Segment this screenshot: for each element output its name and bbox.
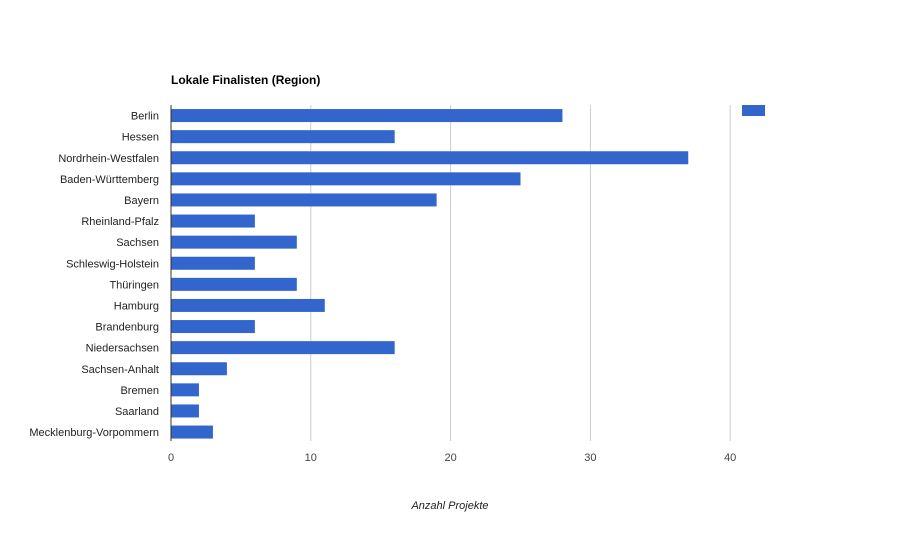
chart-title: Lokale Finalisten (Region) [171,73,320,87]
bar[interactable] [171,277,297,291]
category-label: Saarland [115,406,159,418]
x-tick-label: 20 [444,452,456,464]
category-label: Thüringen [109,279,159,291]
category-label: Rheinland-Pfalz [81,216,159,228]
bar[interactable] [171,298,325,312]
bar[interactable] [171,109,563,123]
category-label: Brandenburg [95,322,159,334]
category-labels: Berlin Hessen Nordrhein-Westfalen Baden-Wür… [29,111,159,439]
category-label: Sachsen-Anhalt [81,364,159,376]
x-tick-labels: 0 10 20 30 40 [168,452,736,464]
x-axis-title: Anzahl Projekte [410,500,488,512]
category-label: Berlin [131,111,159,123]
bar[interactable] [171,383,199,397]
bar[interactable] [171,404,199,418]
bar[interactable] [171,130,395,144]
category-label: Hamburg [114,300,159,312]
category-label: Mecklenburg-Vorpommern [29,427,159,439]
category-label: Niedersachsen [86,343,159,355]
bar[interactable] [171,214,255,228]
category-label: Schleswig-Holstein [66,258,159,270]
category-label: Sachsen [116,237,159,249]
x-tick-label: 30 [584,452,596,464]
bar[interactable] [171,193,437,207]
category-label: Hessen [122,132,159,144]
bar[interactable] [171,235,297,249]
bar[interactable] [171,341,395,355]
x-tick-label: 10 [305,452,317,464]
bar[interactable] [171,151,689,165]
bar[interactable] [171,320,255,334]
category-label: Bayern [124,195,159,207]
x-tick-label: 40 [724,452,736,464]
bar[interactable] [171,172,521,186]
x-tick-label: 0 [168,452,174,464]
category-label: Nordrhein-Westfalen [58,153,159,165]
bar[interactable] [171,362,227,376]
category-label: Bremen [120,385,159,397]
category-label: Baden-Württemberg [60,174,159,186]
bars [171,109,689,439]
bar[interactable] [171,256,255,270]
legend-swatch [742,105,765,116]
bar[interactable] [171,425,213,439]
